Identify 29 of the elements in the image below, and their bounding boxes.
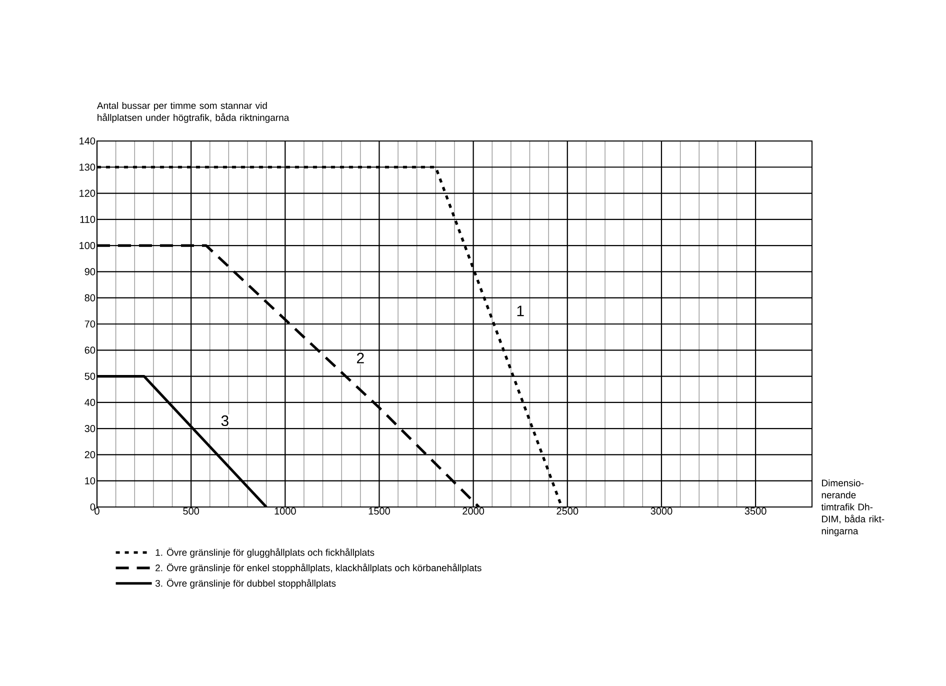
x-tick-label: 3000 (650, 508, 672, 515)
x-tick-label: 1000 (274, 508, 296, 515)
y-axis-title: Antal bussar per timme som stannar vid hållplatsen under högtrafik, båda riktningarna (96, 102, 290, 123)
y-tick-label: 130 (80, 164, 96, 171)
legend-label: 2. Övre gränslinje för enkel stopphållplats, klackhållplats och körbanehållplats (156, 563, 482, 574)
y-tick-label: 100 (80, 242, 96, 250)
annotation: 1 (517, 306, 524, 316)
y-tick-label: 30 (84, 425, 96, 432)
y-tick-label: 20 (84, 451, 96, 458)
y-tick-label: 10 (85, 477, 96, 484)
y-tick-label: 90 (84, 268, 96, 276)
x-tick-label: 2000 (462, 508, 484, 515)
x-tick-label: 2500 (556, 508, 578, 515)
annotation: 3 (221, 415, 228, 426)
y-tick-label: 110 (80, 216, 96, 223)
x-tick-label: 1500 (368, 508, 390, 515)
x-axis-title: Dimensio-nerande timtrafik Dh-DIM, båda rikt-ningarna (821, 479, 884, 536)
legend-label: 3. Övre gränslinje för dubbel stopphållplats (155, 578, 336, 589)
y-tick-label: 60 (84, 346, 96, 354)
legend-label: 1. Övre gränslinje för glugghållplats och fickhållplats (156, 548, 374, 558)
y-tick-label: 120 (80, 190, 96, 197)
x-tick-label: 500 (183, 508, 200, 515)
y-tick-label: 50 (84, 372, 96, 380)
y-tick-label: 80 (84, 294, 96, 302)
y-tick-label: 70 (84, 320, 96, 328)
y-tick-label: 140 (80, 137, 96, 145)
annotation: 2 (357, 352, 364, 364)
x-tick-label: 3500 (744, 508, 766, 515)
y-tick-label: 40 (84, 398, 96, 406)
